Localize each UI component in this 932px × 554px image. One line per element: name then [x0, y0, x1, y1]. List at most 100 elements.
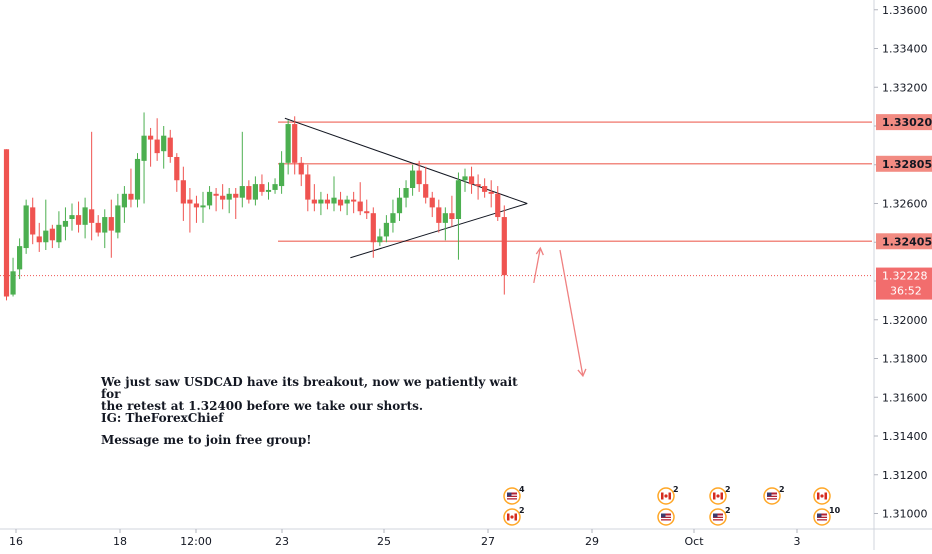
candle-body[interactable] [43, 230, 49, 243]
annotation-breakout: We just saw USDCAD have its breakout, no… [101, 375, 518, 413]
candle-body[interactable] [482, 186, 488, 192]
ca-flag-leaf [510, 515, 514, 519]
us-flag-stripe [507, 497, 517, 499]
candle-body[interactable] [449, 213, 455, 219]
candle-body[interactable] [233, 193, 239, 198]
candle-body[interactable] [298, 162, 304, 175]
candle-body[interactable] [161, 135, 167, 152]
candle-body[interactable] [167, 137, 173, 157]
candle-body[interactable] [403, 188, 409, 198]
candle-body[interactable] [102, 217, 108, 233]
candle-body[interactable] [383, 222, 389, 237]
price-tick-label: 1.31400 [882, 430, 928, 443]
candle-body[interactable] [75, 215, 82, 225]
candle-body[interactable] [89, 209, 95, 223]
candle-body[interactable] [180, 180, 186, 204]
candle-body[interactable] [410, 170, 416, 188]
candle-body[interactable] [154, 139, 160, 154]
candle-body[interactable] [292, 124, 298, 163]
candle-body[interactable] [36, 236, 42, 243]
candle-body[interactable] [377, 236, 383, 243]
candle-body[interactable] [285, 124, 291, 163]
candle-body[interactable] [200, 205, 206, 208]
candle-body[interactable] [259, 184, 265, 192]
projection-up-arrow[interactable] [533, 247, 541, 284]
candle-body[interactable] [279, 162, 285, 187]
candle-body[interactable] [344, 199, 350, 204]
time-tick-label: 16 [9, 535, 23, 548]
candle-body[interactable] [265, 189, 272, 192]
candle-body[interactable] [17, 246, 23, 270]
candle-body[interactable] [252, 184, 258, 200]
price-tick-label: 1.33600 [882, 4, 928, 17]
event-count-label: 2 [725, 506, 731, 515]
candle-body[interactable] [337, 199, 344, 206]
price-tick-label: 1.33400 [882, 43, 928, 56]
candle-body[interactable] [370, 213, 376, 243]
candle-body[interactable] [390, 213, 396, 223]
candle-body[interactable] [351, 199, 357, 202]
candle-body[interactable] [115, 205, 121, 233]
candle-body[interactable] [226, 193, 232, 200]
candle-body[interactable] [311, 199, 317, 204]
candle-body[interactable] [187, 199, 193, 204]
time-tick-label: 25 [377, 535, 391, 548]
candle-body[interactable] [239, 186, 245, 198]
time-tick-label: 27 [481, 535, 495, 548]
candle-body[interactable] [141, 135, 147, 161]
candle-body[interactable] [416, 170, 422, 185]
candle-body[interactable] [206, 191, 213, 206]
candle-body[interactable] [488, 191, 494, 194]
candle-body[interactable] [62, 220, 69, 227]
projection-down-arrow[interactable] [559, 249, 584, 377]
candle-body[interactable] [364, 211, 370, 214]
candle-body[interactable] [324, 199, 331, 204]
us-flag-stripe [661, 518, 671, 520]
candle-body[interactable] [69, 215, 75, 219]
candle-body[interactable] [23, 205, 29, 249]
price-tick-label: 1.33200 [882, 81, 928, 94]
candle-body[interactable] [455, 180, 462, 219]
candle-body[interactable] [436, 207, 442, 223]
time-tick-label: 3 [794, 535, 801, 548]
candle-body[interactable] [331, 197, 337, 204]
candle-body[interactable] [174, 157, 180, 181]
candle-body[interactable] [82, 207, 88, 225]
candle-body[interactable] [10, 271, 16, 295]
candle-body[interactable] [193, 203, 200, 208]
candle-body[interactable] [108, 217, 114, 231]
candle-body[interactable] [442, 213, 448, 223]
event-count-label: 2 [779, 485, 785, 494]
event-count-label: 2 [519, 506, 525, 515]
candle-body[interactable] [423, 184, 429, 198]
candle-body[interactable] [148, 135, 154, 140]
candle-body[interactable] [246, 186, 252, 200]
candle-body[interactable] [56, 224, 62, 243]
candle-body[interactable] [49, 228, 55, 241]
ca-flag-bar [824, 492, 827, 500]
candle-body[interactable] [121, 193, 127, 208]
current-price-label: 1.32228 [882, 270, 928, 283]
candle-body[interactable] [396, 197, 403, 214]
candle-body[interactable] [220, 195, 226, 200]
candle-body[interactable] [475, 184, 481, 187]
price-tick-label: 1.31200 [882, 469, 928, 482]
candle-body[interactable] [318, 199, 324, 204]
candle-body[interactable] [495, 193, 501, 218]
annotation-ig: IG: TheForexChief [101, 411, 224, 425]
candle-body[interactable] [128, 193, 134, 200]
candle-body[interactable] [213, 193, 219, 196]
candle-body[interactable] [462, 176, 468, 181]
candle-body[interactable] [30, 207, 36, 235]
candle-body[interactable] [95, 222, 101, 233]
candle-body[interactable] [3, 149, 10, 297]
candle-body[interactable] [429, 197, 435, 208]
candle-body[interactable] [272, 184, 278, 190]
candle-body[interactable] [357, 201, 363, 212]
candle-body[interactable] [501, 217, 507, 276]
candle-body[interactable] [134, 158, 141, 200]
candle-body[interactable] [468, 176, 475, 185]
candle-body[interactable] [305, 174, 311, 200]
